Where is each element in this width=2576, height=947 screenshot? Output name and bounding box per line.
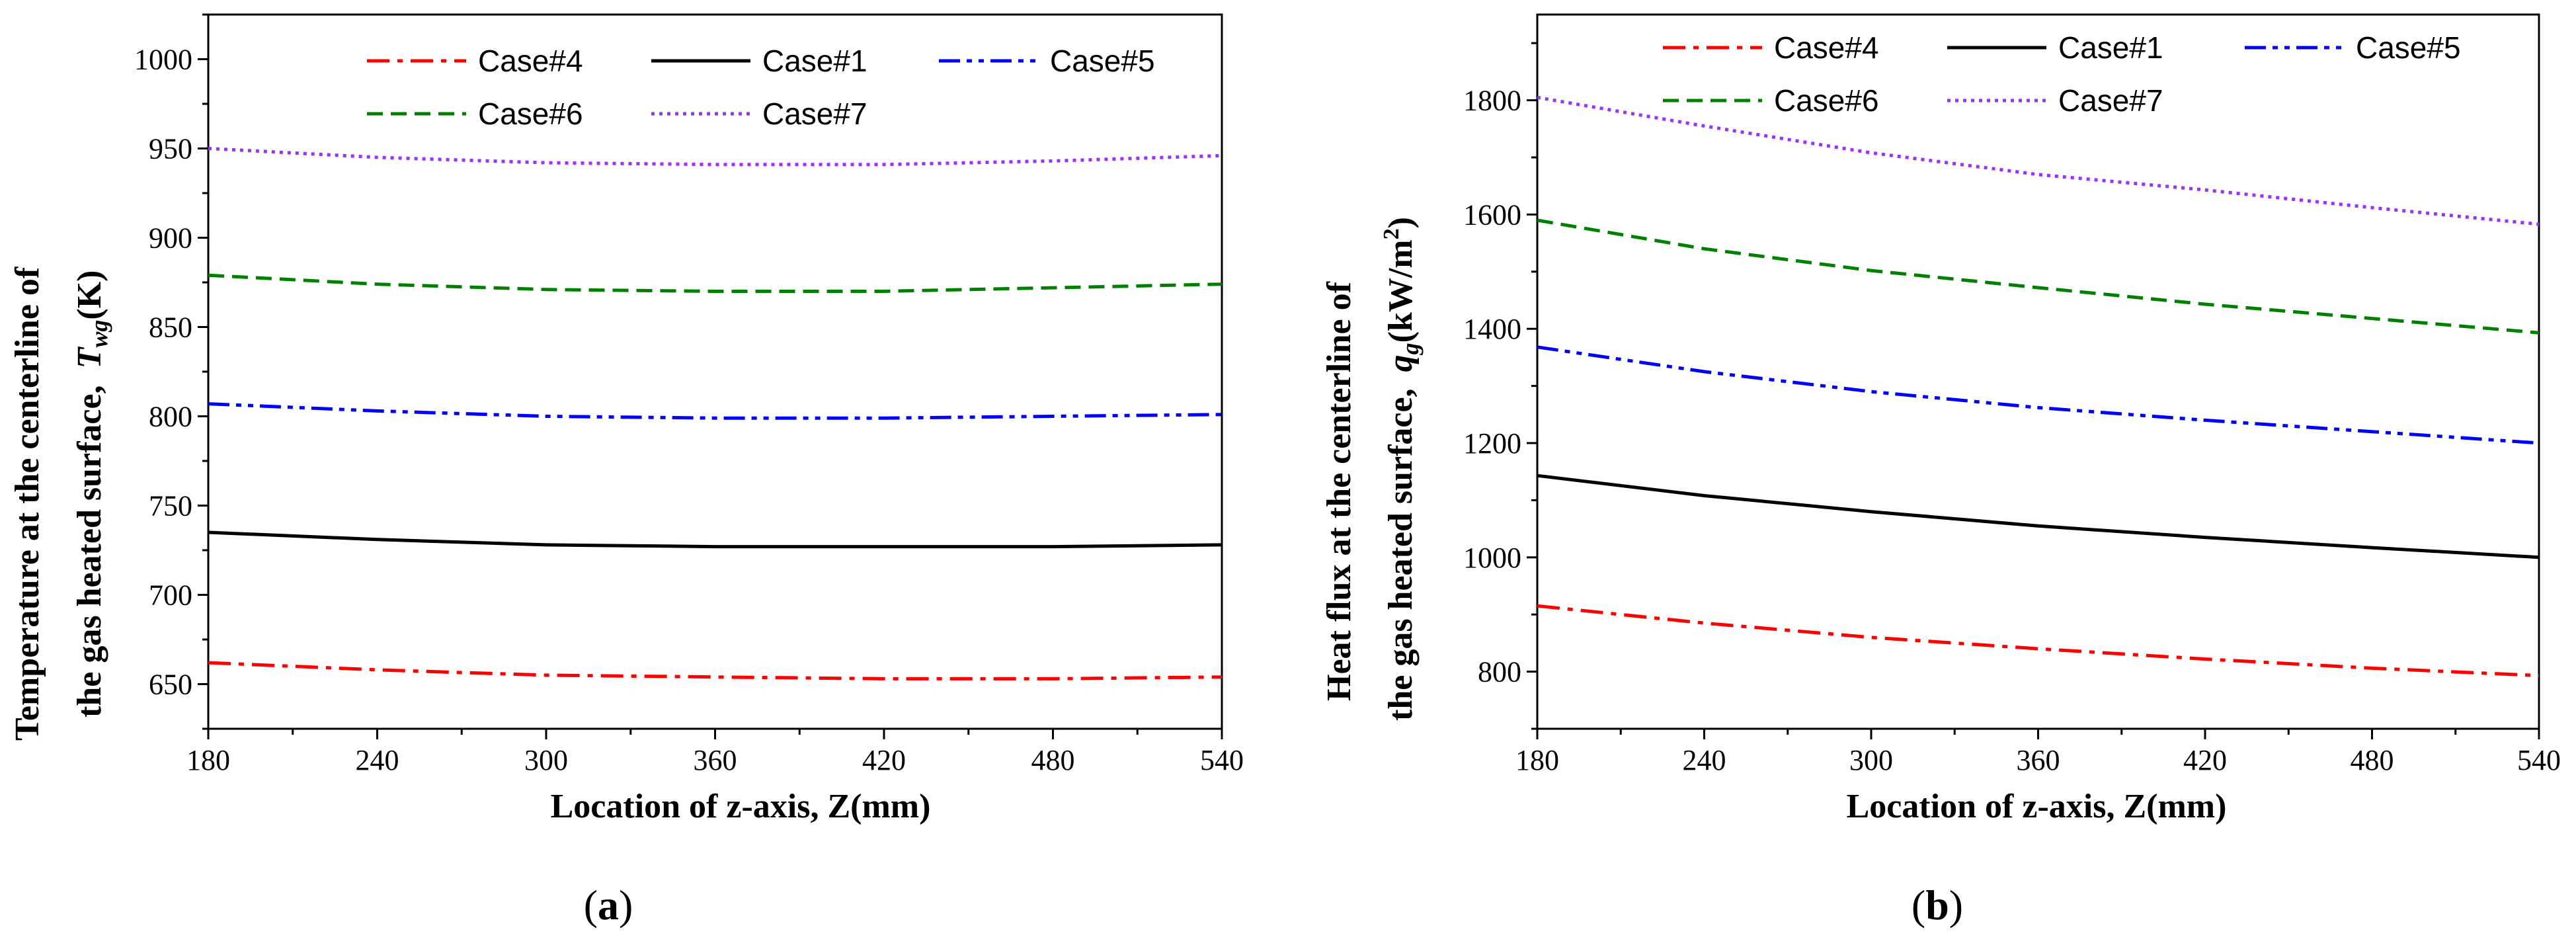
panel-b-y-tick-label: 1600 <box>1463 198 1521 231</box>
panel-b-x-tick-label: 300 <box>1849 744 1893 776</box>
panel-a-y-tick-label: 900 <box>149 222 192 255</box>
panel-a-x-tick-label: 360 <box>694 744 737 776</box>
panel-b-x-axis-title: Location of z-axis, Z(mm) <box>1847 788 2227 825</box>
panel-a-series-case4 <box>208 661 1223 680</box>
panel-a-series-case1 <box>208 530 1223 549</box>
panel-a-series-case5 <box>208 402 1223 420</box>
panel-b-series-case5 <box>1537 345 2540 445</box>
panel-b-legend: Case#4 Case#1 Case#5 Case#6 Case#7 <box>1663 30 2461 118</box>
panel-b-x-tick-label: 420 <box>2183 744 2227 776</box>
panel-b-y-tick-label: 1800 <box>1463 85 1521 117</box>
panel-b-legend-label: Case#1 <box>2058 30 2163 65</box>
panel-a-label-letter: a <box>598 882 619 928</box>
panel-a-y-tick-label: 750 <box>149 490 192 522</box>
panel-a-x-tick-label: 540 <box>1200 744 1244 776</box>
panel-b-legend-label: Case#5 <box>2356 30 2461 65</box>
panel-b-x-tick-label: 360 <box>2017 744 2060 776</box>
panel-a-frame <box>207 13 1223 730</box>
panel-a-series <box>208 147 1223 680</box>
panel-a-series-case7 <box>208 147 1223 167</box>
panel-b-chart: 180 240 300 360 420 480 540 800 1000 1200 1400 1600… <box>1320 13 2561 928</box>
panel-a-ticks: 180 240 300 360 420 480 540 650 700 750 800 850 900 9… <box>134 13 1244 776</box>
panel-a-x-tick-label: 180 <box>186 744 230 776</box>
panel-a-x-tick-label: 480 <box>1031 744 1075 776</box>
panel-a-legend-label: Case#7 <box>762 97 867 131</box>
panel-a-x-tick-label: 240 <box>356 744 399 776</box>
panel-b-y-axis-symbol: q <box>1382 354 1420 372</box>
panel-a-legend-label: Case#4 <box>478 44 583 78</box>
panel-b-y-axis-title-text: the gas heated surface, <box>1382 388 1420 721</box>
panel-b-x-tick-label: 180 <box>1515 744 1559 776</box>
panel-a-y-axis-symbol: T <box>71 346 108 368</box>
panel-a-y-axis-unit: (K) <box>71 270 108 320</box>
panel-b-series <box>1537 95 2540 678</box>
panel-b-series-case1 <box>1537 474 2540 559</box>
panel-a-x-tick-label: 300 <box>524 744 568 776</box>
panel-a-y-tick-label: 700 <box>149 579 192 612</box>
panel-b-label-letter: b <box>1925 882 1949 928</box>
panel-b-y-tick-label: 800 <box>1478 656 1521 688</box>
panel-a-y-axis-title-text: the gas heated surface, <box>71 385 108 718</box>
panel-a-y-tick-label: 850 <box>149 311 192 344</box>
panel-a-y-tick-label: 950 <box>149 133 192 165</box>
panel-b-x-tick-label: 240 <box>1683 744 1726 776</box>
panel-b-x-tick-label: 480 <box>2351 744 2394 776</box>
panel-a-legend-label: Case#6 <box>478 97 583 131</box>
panel-b-y-axis-unit: (kW/m <box>1382 239 1420 343</box>
panel-a-y-axis-title-line2: the gas heated surface, Twg(K) <box>71 270 112 718</box>
panel-a-y-tick-label: 1000 <box>134 44 192 76</box>
panel-a-series-case6 <box>208 273 1223 293</box>
panel-a-x-axis-title: Location of z-axis, Z(mm) <box>551 788 931 825</box>
panel-b-y-axis-subscript: g <box>1397 343 1424 355</box>
panel-b-y-axis-title-line2: the gas heated surface, qg(kW/m2) <box>1379 217 1424 721</box>
panel-a-y-tick-label: 650 <box>149 669 192 701</box>
panel-a-legend-label: Case#5 <box>1050 44 1155 78</box>
panel-a-x-tick-label: 420 <box>862 744 906 776</box>
panel-b-series-case7 <box>1537 95 2540 226</box>
panel-a-legend-label: Case#1 <box>762 44 867 78</box>
panel-b-y-tick-label: 1400 <box>1463 313 1521 345</box>
panel-b-series-case4 <box>1537 604 2540 678</box>
panel-a-y-axis-subscript: wg <box>86 320 112 348</box>
panel-b-y-axis-unit-superscript: 2 <box>1379 228 1404 239</box>
panel-b-y-tick-label: 1000 <box>1463 542 1521 574</box>
panel-b-y-tick-label: 1200 <box>1463 427 1521 460</box>
panel-b-legend-label: Case#6 <box>1774 83 1879 118</box>
panel-b-y-axis-title-line1: Heat flux at the centerline of <box>1320 281 1358 701</box>
panel-a-legend: Case#4 Case#1 Case#5 Case#6 Case#7 <box>367 44 1155 131</box>
panel-a-y-axis-title-line1: Temperature at the centerline of <box>9 267 46 741</box>
panel-b-ticks: 180 240 300 360 420 480 540 800 1000 1200 1400 1600… <box>1463 42 2561 776</box>
panel-a-chart: 180 240 300 360 420 480 540 650 700 750 800 850 900 9… <box>9 13 1244 928</box>
panel-a-y-tick-label: 800 <box>149 401 192 433</box>
panel-b-y-axis-unit-close: ) <box>1382 217 1420 228</box>
panel-b-legend-label: Case#4 <box>1774 30 1879 65</box>
panel-a-plot-area <box>207 13 1223 730</box>
panel-a-label: (a) <box>584 882 633 928</box>
panel-b-label: (b) <box>1912 882 1963 928</box>
panel-b-x-tick-label: 540 <box>2517 744 2561 776</box>
panel-b-legend-label: Case#7 <box>2058 83 2163 118</box>
panel-b-series-case6 <box>1537 218 2540 335</box>
